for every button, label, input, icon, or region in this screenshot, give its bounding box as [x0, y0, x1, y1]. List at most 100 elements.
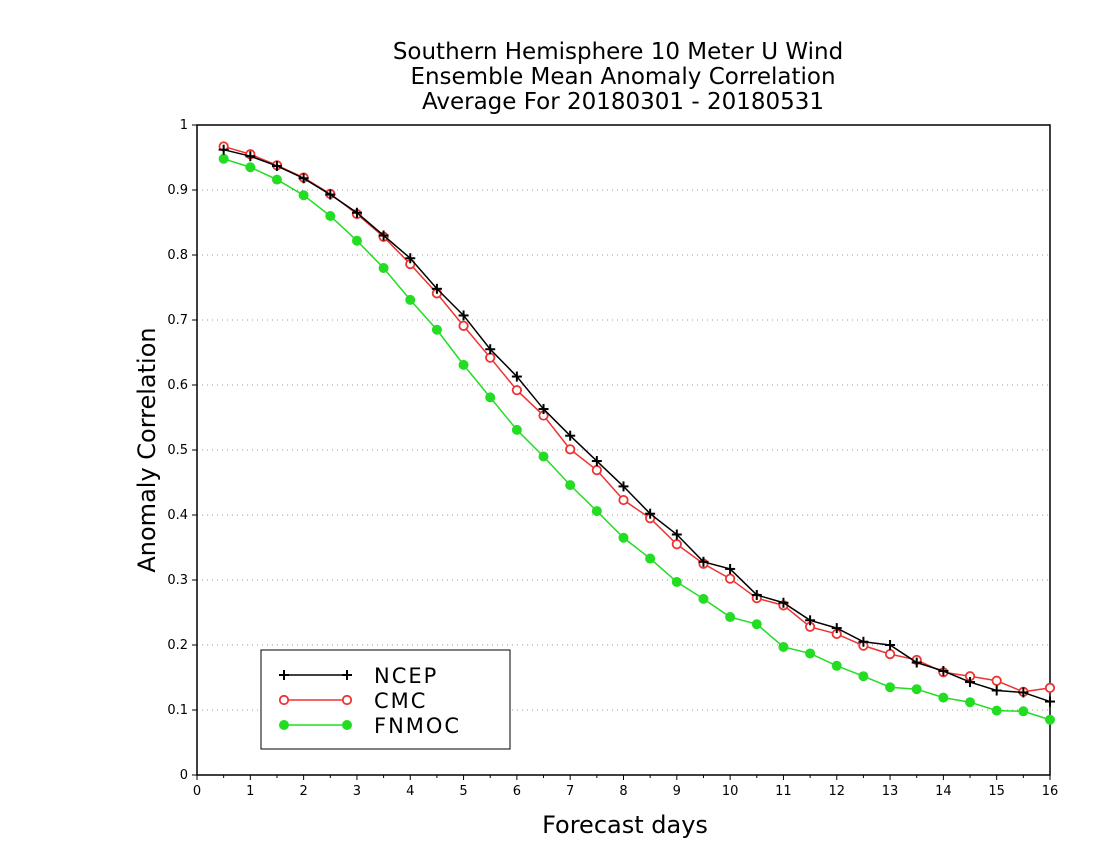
ncep-point	[911, 657, 922, 668]
ncep-point	[938, 666, 949, 676]
fnmoc-point	[671, 576, 682, 587]
x-tick-label: 14	[935, 784, 952, 799]
cmc-point	[884, 648, 896, 660]
ncep-point	[698, 556, 709, 567]
x-tick-label: 6	[513, 784, 521, 799]
x-tick-label: 5	[459, 784, 467, 799]
ncep-point	[431, 283, 442, 294]
ncep-point	[405, 253, 416, 264]
fnmoc-point	[431, 324, 442, 335]
y-axis-label: Anomaly Correlation	[133, 327, 161, 572]
fnmoc-point	[965, 697, 976, 708]
ncep-point	[805, 615, 816, 626]
ncep-point	[778, 597, 789, 608]
ncep-point	[565, 430, 576, 441]
ncep-point	[645, 508, 656, 519]
cmc-point	[991, 675, 1002, 686]
series-layer	[218, 141, 1056, 725]
ncep-point	[538, 404, 549, 415]
fnmoc-point	[858, 671, 869, 682]
x-tick-label: 13	[882, 784, 899, 799]
legend-ncep-point	[342, 670, 352, 680]
legend-cmc-point	[278, 694, 290, 706]
ncep-point	[965, 677, 976, 688]
y-tick-label: 0.6	[167, 378, 188, 393]
fnmoc-point	[351, 235, 362, 246]
fnmoc-point	[751, 619, 762, 630]
series-line-ncep	[223, 148, 1051, 703]
cmc-point	[618, 494, 629, 506]
fnmoc-point	[405, 294, 416, 305]
fnmoc-point	[885, 682, 896, 693]
fnmoc-point	[325, 211, 336, 221]
y-tick-label: 0	[180, 768, 188, 783]
fnmoc-point	[485, 392, 496, 403]
legend-label-ncep: NCEP	[374, 664, 438, 688]
fnmoc-point	[911, 684, 922, 695]
ncep-point	[218, 144, 229, 155]
ncep-point	[271, 160, 282, 171]
x-tick-label: 7	[566, 784, 574, 799]
ncep-point	[671, 529, 682, 540]
ncep-point	[298, 173, 309, 184]
x-tick-label: 4	[406, 784, 414, 799]
x-tick-label: 1	[246, 784, 254, 799]
y-tick-label: 0.7	[167, 313, 188, 328]
ncep-point	[245, 151, 256, 162]
y-tick-label: 0.4	[167, 508, 188, 523]
fnmoc-point	[565, 480, 576, 491]
chart-title: Southern Hemisphere 10 Meter U Wind Ense…	[393, 39, 843, 115]
legend-label-fnmoc: FNMOC	[374, 714, 461, 738]
legend-fnmoc-point	[342, 720, 352, 730]
ncep-point	[751, 589, 762, 600]
fnmoc-point	[511, 424, 522, 435]
ncep-point	[1018, 687, 1029, 698]
fnmoc-point	[645, 553, 656, 564]
y-tick-label: 0.2	[167, 638, 188, 653]
fnmoc-point	[458, 359, 469, 370]
ncep-point	[858, 636, 869, 647]
fnmoc-point	[378, 263, 389, 273]
series-ncep	[218, 144, 1055, 707]
cmc-point	[565, 444, 576, 455]
ncep-point	[618, 481, 629, 492]
fnmoc-point	[298, 190, 309, 201]
cmc-point	[458, 320, 469, 331]
fnmoc-point	[991, 705, 1002, 716]
legend-ncep-point	[279, 670, 289, 680]
series-line-fnmoc	[223, 158, 1051, 721]
y-tick-label: 0.1	[167, 703, 188, 718]
title-line-1: Southern Hemisphere 10 Meter U Wind	[393, 39, 843, 65]
title-line-2: Ensemble Mean Anomaly Correlation	[410, 64, 835, 90]
legend-item-fnmoc: FNMOC	[279, 714, 461, 738]
legend-cmc-point	[341, 694, 353, 706]
fnmoc-point	[271, 174, 282, 185]
y-tick-label: 0.3	[167, 573, 188, 588]
ncep-point	[591, 456, 602, 467]
cmc-point	[671, 539, 682, 550]
cmc-point	[725, 573, 736, 584]
fnmoc-point	[538, 451, 549, 462]
ncep-point	[831, 623, 842, 634]
fnmoc-point	[618, 532, 629, 543]
ncep-point	[1045, 696, 1055, 707]
x-tick-label: 8	[619, 784, 627, 799]
ncep-point	[378, 230, 389, 241]
ncep-point	[458, 310, 469, 321]
x-tick-label: 12	[828, 784, 845, 799]
ncep-point	[325, 189, 336, 200]
x-tick-label: 9	[673, 784, 681, 799]
grid-lines	[197, 189, 1050, 711]
x-tick-label: 0	[193, 784, 201, 799]
cmc-point	[1044, 682, 1056, 694]
fnmoc-point	[938, 692, 949, 703]
series-line-cmc	[223, 145, 1051, 693]
fnmoc-point	[591, 506, 602, 517]
x-tick-label: 16	[1042, 784, 1059, 799]
title-line-3: Average For 20180301 - 20180531	[422, 89, 824, 115]
cmc-point	[485, 352, 496, 363]
legend-fnmoc-point	[279, 720, 289, 730]
y-tick-label: 0.8	[167, 248, 188, 263]
